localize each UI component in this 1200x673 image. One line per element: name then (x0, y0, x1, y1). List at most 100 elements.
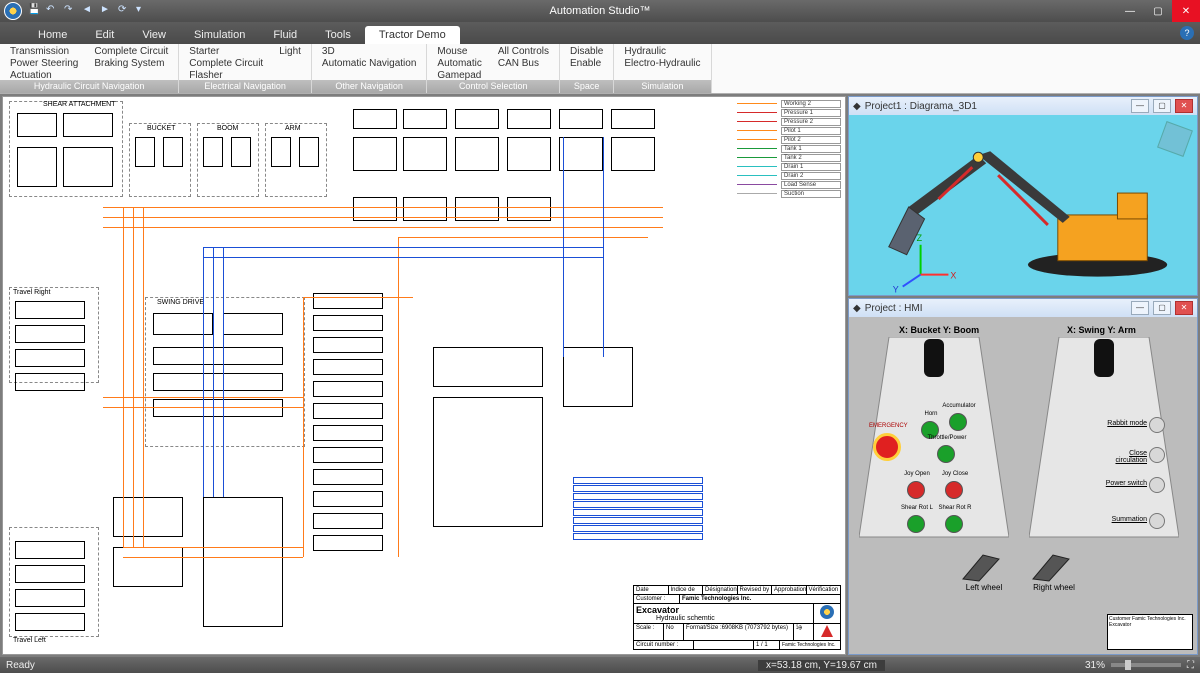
hmi-titlebar[interactable]: ◆ Project : HMI — ▢ ✕ (849, 299, 1197, 317)
ribbon-item[interactable]: Transmission (8, 46, 80, 58)
joy-open-button[interactable] (907, 481, 925, 499)
ribbon-group: TransmissionPower SteeringActuationCompl… (0, 44, 179, 93)
ribbon-group: MouseAutomaticGamepadAll ControlsCAN Bus… (427, 44, 560, 93)
right-panels: ◆ Project1 : Diagrama_3D1 — ▢ ✕ Z X Y (848, 94, 1200, 657)
joy-open-button-label: Joy Open (897, 471, 937, 477)
schematic-window[interactable]: SHEAR ATTACHMENTBUCKETBOOMARMSWING DRIVE… (2, 96, 846, 655)
ribbon-item[interactable]: 3D (320, 46, 419, 58)
ribbon-item[interactable]: Mouse (435, 46, 483, 58)
maximize-button[interactable]: ▢ (1144, 0, 1172, 22)
status-ready: Ready (6, 660, 35, 671)
close-circulation-toggle[interactable] (1149, 447, 1165, 463)
ribbon-item[interactable]: Power Steering (8, 58, 80, 70)
close-button[interactable]: ✕ (1172, 0, 1200, 22)
section-label: ARM (285, 125, 301, 132)
status-zoom: 31% (1085, 660, 1105, 671)
child-maximize-button[interactable]: ▢ (1153, 301, 1171, 315)
refresh-icon[interactable]: ⟳ (118, 4, 132, 18)
minimize-button[interactable]: — (1116, 0, 1144, 22)
shear-rot-r-button-label: Shear Rot R (935, 505, 975, 511)
section-label: Travel Right (13, 289, 50, 296)
throttle-button[interactable] (937, 445, 955, 463)
child-close-button[interactable]: ✕ (1175, 301, 1193, 315)
tab-edit[interactable]: Edit (81, 26, 128, 44)
ribbon-item[interactable]: Enable (568, 58, 605, 70)
summation-toggle-label: Summation (1103, 516, 1147, 523)
left-wheel-pedal[interactable] (959, 553, 1003, 583)
horn-button-label: Horn (911, 411, 951, 417)
app-title: Automation Studio™ (550, 5, 651, 17)
ribbon-item[interactable]: Automatic (435, 58, 483, 70)
summation-toggle[interactable] (1149, 513, 1165, 529)
diagram3d-titlebar[interactable]: ◆ Project1 : Diagrama_3D1 — ▢ ✕ (849, 97, 1197, 115)
ribbon-item[interactable]: CAN Bus (496, 58, 551, 70)
joystick-right[interactable] (1094, 339, 1114, 377)
tab-view[interactable]: View (128, 26, 180, 44)
tab-home[interactable]: Home (24, 26, 81, 44)
hmi-canvas[interactable]: X: Bucket Y: BoomX: Swing Y: ArmEMERGENC… (849, 317, 1197, 654)
app-logo-icon (4, 2, 22, 20)
child-maximize-button[interactable]: ▢ (1153, 99, 1171, 113)
ribbon-group-label: Other Navigation (312, 80, 427, 93)
workspace: SHEAR ATTACHMENTBUCKETBOOMARMSWING DRIVE… (0, 94, 1200, 657)
ribbon-item[interactable]: Braking System (92, 58, 170, 70)
tab-tools[interactable]: Tools (311, 26, 365, 44)
zoom-slider[interactable] (1111, 663, 1181, 667)
right-wheel-pedal[interactable] (1029, 553, 1073, 583)
diagram3d-title: Project1 : Diagrama_3D1 (865, 101, 977, 112)
emergency-label: EMERGENCY (869, 423, 908, 429)
legend: Working 2Pressure 1Pressure 2Pilot 1Pilo… (737, 99, 841, 198)
emergency-stop-button[interactable] (873, 433, 901, 461)
view3d-canvas[interactable]: Z X Y (849, 115, 1197, 295)
window-icon: ◆ (853, 303, 861, 314)
tab-simulation[interactable]: Simulation (180, 26, 259, 44)
ribbon: TransmissionPower SteeringActuationCompl… (0, 44, 1200, 94)
ribbon-item[interactable]: Complete Circuit (187, 58, 265, 70)
joy-close-button-label: Joy Close (935, 471, 975, 477)
child-close-button[interactable]: ✕ (1175, 99, 1193, 113)
dropdown-icon[interactable]: ▾ (136, 4, 150, 18)
rabbit-mode-toggle[interactable] (1149, 417, 1165, 433)
hmi-right-label: X: Swing Y: Arm (1067, 325, 1136, 335)
joystick-left[interactable] (924, 339, 944, 377)
child-minimize-button[interactable]: — (1131, 99, 1149, 113)
statusbar: Ready x=53.18 cm, Y=19.67 cm 31% ⛶ (0, 657, 1200, 673)
ribbon-tabs: HomeEditViewSimulationFluidToolsTractor … (0, 22, 1200, 44)
save-icon[interactable]: 💾 (28, 4, 42, 18)
shear-rot-r-button[interactable] (945, 515, 963, 533)
child-minimize-button[interactable]: — (1131, 301, 1149, 315)
ribbon-item[interactable]: Complete Circuit (92, 46, 170, 58)
redo-icon[interactable]: ↷ (64, 4, 78, 18)
back-icon[interactable]: ◄ (82, 4, 96, 18)
schematic-canvas[interactable]: SHEAR ATTACHMENTBUCKETBOOMARMSWING DRIVE… (3, 97, 845, 654)
diagram3d-window: ◆ Project1 : Diagrama_3D1 — ▢ ✕ Z X Y (848, 96, 1198, 296)
joy-close-button[interactable] (945, 481, 963, 499)
tab-fluid[interactable]: Fluid (259, 26, 311, 44)
ribbon-item[interactable]: All Controls (496, 46, 551, 58)
ribbon-item[interactable]: Light (277, 46, 303, 58)
ribbon-item[interactable]: Hydraulic (622, 46, 702, 58)
power-switch-toggle-label: Power switch (1103, 480, 1147, 487)
ribbon-item[interactable]: Electro-Hydraulic (622, 58, 702, 70)
svg-text:Y: Y (893, 284, 899, 294)
ribbon-group-label: Electrical Navigation (179, 80, 311, 93)
undo-icon[interactable]: ↶ (46, 4, 60, 18)
svg-text:X: X (950, 271, 956, 281)
section-label: Travel Left (13, 637, 46, 644)
accumulator-button[interactable] (949, 413, 967, 431)
zoom-fit-icon[interactable]: ⛶ (1187, 660, 1194, 671)
tab-tractor-demo[interactable]: Tractor Demo (365, 26, 460, 44)
help-icon[interactable]: ? (1180, 26, 1194, 40)
titleblock: DateIndice deDésignationRevised byApprob… (633, 585, 841, 650)
window-icon: ◆ (853, 101, 861, 112)
ribbon-group: DisableEnable Space Motion (560, 44, 614, 93)
shear-rot-l-button[interactable] (907, 515, 925, 533)
forward-icon[interactable]: ► (100, 4, 114, 18)
ribbon-item[interactable]: Automatic Navigation (320, 58, 419, 70)
titlebar: 💾 ↶ ↷ ◄ ► ⟳ ▾ Automation Studio™ — ▢ ✕ (0, 0, 1200, 22)
ribbon-item[interactable]: Starter (187, 46, 265, 58)
ribbon-group-label: Space Motion (560, 80, 613, 93)
hmi-window: ◆ Project : HMI — ▢ ✕ X: Bucket Y: BoomX… (848, 298, 1198, 655)
ribbon-item[interactable]: Disable (568, 46, 605, 58)
power-switch-toggle[interactable] (1149, 477, 1165, 493)
